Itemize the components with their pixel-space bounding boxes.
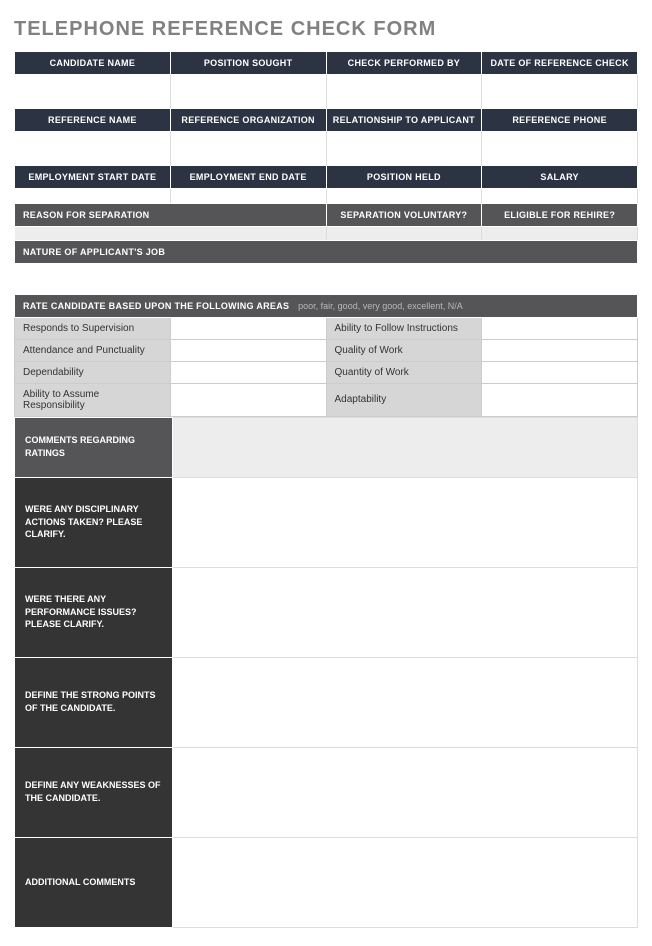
hdr-salary: SALARY	[482, 166, 638, 189]
hdr-position-held: POSITION HELD	[326, 166, 482, 189]
input-reference-name[interactable]	[15, 132, 171, 166]
input-rating-responsibility[interactable]	[170, 383, 326, 416]
label-performance-issues: WERE THERE ANY PERFORMANCE ISSUES? PLEAS…	[15, 567, 173, 657]
label-weaknesses: DEFINE ANY WEAKNESSES OF THE CANDIDATE.	[15, 747, 173, 837]
rating-responsibility: Ability to Assume Responsibility	[15, 383, 171, 416]
input-disciplinary[interactable]	[173, 477, 638, 567]
input-rating-follow-instructions[interactable]	[482, 317, 638, 339]
input-nature-job[interactable]	[15, 264, 638, 294]
rating-adaptability: Adaptability	[326, 383, 482, 416]
input-additional-comments[interactable]	[173, 837, 638, 927]
input-weaknesses[interactable]	[173, 747, 638, 837]
hdr-eligible-rehire: ELIGIBLE FOR REHIRE?	[482, 203, 638, 226]
hdr-separation-voluntary: SEPARATION VOLUNTARY?	[326, 203, 482, 226]
rate-scale-text: poor, fair, good, very good, excellent, …	[298, 301, 463, 311]
hdr-reason-separation: REASON FOR SEPARATION	[15, 203, 327, 226]
hdr-reference-org: REFERENCE ORGANIZATION	[170, 109, 326, 132]
input-rating-dependability[interactable]	[170, 361, 326, 383]
header-table-1: CANDIDATE NAME POSITION SOUGHT CHECK PER…	[14, 51, 638, 203]
hdr-candidate-name: CANDIDATE NAME	[15, 52, 171, 75]
label-comments-ratings: COMMENTS REGARDING RATINGS	[15, 417, 173, 477]
input-comments-ratings[interactable]	[173, 417, 638, 477]
input-salary[interactable]	[482, 189, 638, 203]
hdr-emp-start: EMPLOYMENT START DATE	[15, 166, 171, 189]
input-rating-responds-supervision[interactable]	[170, 317, 326, 339]
input-separation-voluntary[interactable]	[326, 226, 482, 240]
rating-follow-instructions: Ability to Follow Instructions	[326, 317, 482, 339]
label-disciplinary: WERE ANY DISCIPLINARY ACTIONS TAKEN? PLE…	[15, 477, 173, 567]
input-rating-quantity[interactable]	[482, 361, 638, 383]
label-strong-points: DEFINE THE STRONG POINTS OF THE CANDIDAT…	[15, 657, 173, 747]
rating-attendance: Attendance and Punctuality	[15, 339, 171, 361]
input-reference-phone[interactable]	[482, 132, 638, 166]
input-position-held[interactable]	[326, 189, 482, 203]
rate-header-text: RATE CANDIDATE BASED UPON THE FOLLOWING …	[23, 301, 289, 311]
input-relationship[interactable]	[326, 132, 482, 166]
hdr-date-reference-check: DATE OF REFERENCE CHECK	[482, 52, 638, 75]
separation-table: REASON FOR SEPARATION SEPARATION VOLUNTA…	[14, 203, 638, 241]
freeform-sections: COMMENTS REGARDING RATINGS WERE ANY DISC…	[14, 417, 638, 928]
rating-dependability: Dependability	[15, 361, 171, 383]
input-emp-start[interactable]	[15, 189, 171, 203]
rating-responds-supervision: Responds to Supervision	[15, 317, 171, 339]
rating-table: RATE CANDIDATE BASED UPON THE FOLLOWING …	[14, 294, 638, 417]
hdr-rate-candidate: RATE CANDIDATE BASED UPON THE FOLLOWING …	[15, 294, 638, 317]
reference-check-form: TELEPHONE REFERENCE CHECK FORM CANDIDATE…	[0, 0, 652, 946]
rating-quantity: Quantity of Work	[326, 361, 482, 383]
form-title: TELEPHONE REFERENCE CHECK FORM	[14, 18, 638, 41]
input-reason-separation[interactable]	[15, 226, 327, 240]
nature-table: NATURE OF APPLICANT'S JOB	[14, 240, 638, 294]
input-date-reference-check[interactable]	[482, 75, 638, 109]
input-rating-quality[interactable]	[482, 339, 638, 361]
hdr-emp-end: EMPLOYMENT END DATE	[170, 166, 326, 189]
input-emp-end[interactable]	[170, 189, 326, 203]
hdr-nature-job: NATURE OF APPLICANT'S JOB	[15, 241, 638, 264]
input-candidate-name[interactable]	[15, 75, 171, 109]
input-rating-adaptability[interactable]	[482, 383, 638, 416]
hdr-reference-phone: REFERENCE PHONE	[482, 109, 638, 132]
input-performance-issues[interactable]	[173, 567, 638, 657]
input-strong-points[interactable]	[173, 657, 638, 747]
input-check-performed-by[interactable]	[326, 75, 482, 109]
rating-quality: Quality of Work	[326, 339, 482, 361]
hdr-position-sought: POSITION SOUGHT	[170, 52, 326, 75]
hdr-reference-name: REFERENCE NAME	[15, 109, 171, 132]
input-eligible-rehire[interactable]	[482, 226, 638, 240]
hdr-relationship: RELATIONSHIP TO APPLICANT	[326, 109, 482, 132]
input-reference-org[interactable]	[170, 132, 326, 166]
label-additional-comments: ADDITIONAL COMMENTS	[15, 837, 173, 927]
input-position-sought[interactable]	[170, 75, 326, 109]
hdr-check-performed-by: CHECK PERFORMED BY	[326, 52, 482, 75]
input-rating-attendance[interactable]	[170, 339, 326, 361]
